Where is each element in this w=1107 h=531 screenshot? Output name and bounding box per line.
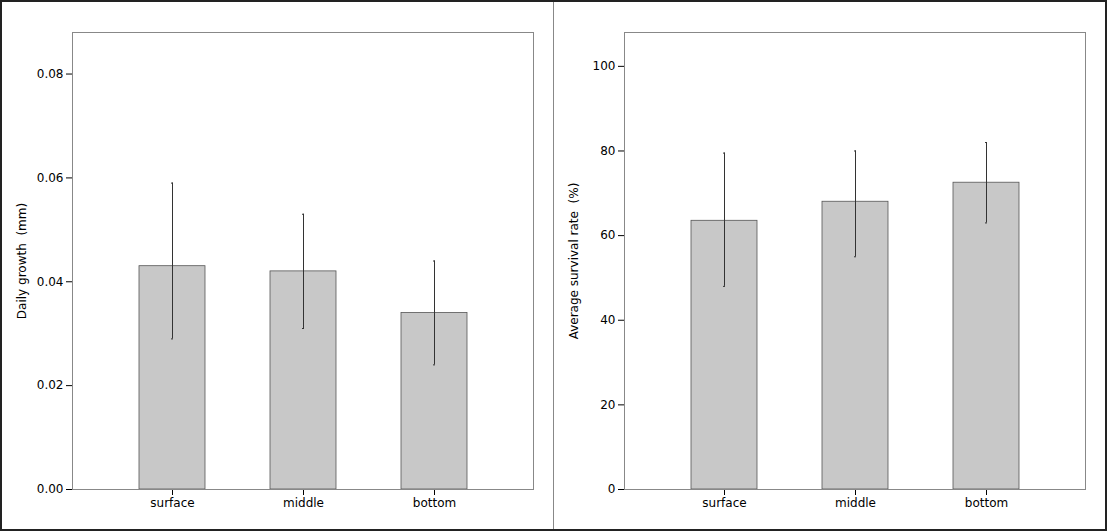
svg-text:surface: surface [702,496,746,510]
svg-text:bottom: bottom [413,496,456,510]
svg-text:0.02: 0.02 [37,378,64,392]
svg-text:0.08: 0.08 [37,67,64,81]
svg-text:middle: middle [835,496,876,510]
svg-text:0.04: 0.04 [37,275,64,289]
svg-text:bottom: bottom [965,496,1008,510]
svg-text:0.06: 0.06 [37,171,64,185]
svg-text:middle: middle [283,496,324,510]
svg-text:Average survival rate (%): Average survival rate (%) [567,183,581,340]
svg-text:100: 100 [593,59,616,73]
svg-text:0: 0 [608,482,616,496]
svg-text:surface: surface [150,496,194,510]
svg-text:20: 20 [600,398,615,412]
svg-text:60: 60 [600,228,615,242]
svg-text:40: 40 [600,313,615,327]
svg-text:0.00: 0.00 [37,482,64,496]
svg-text:Daily growth (mm): Daily growth (mm) [15,203,29,319]
svg-text:80: 80 [600,144,615,158]
